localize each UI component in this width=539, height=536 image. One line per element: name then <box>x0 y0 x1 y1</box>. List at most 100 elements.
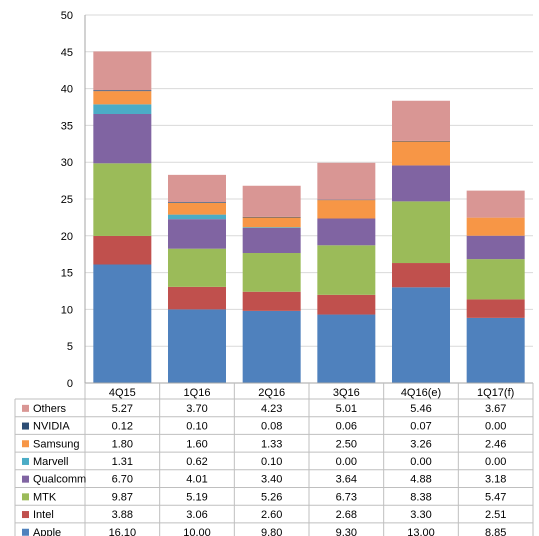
x-tick-label: 4Q16(e) <box>401 387 441 399</box>
bars <box>93 51 525 383</box>
table-value: 3.18 <box>485 474 506 486</box>
legend-label: Marvell <box>33 456 68 468</box>
x-tick-label: 3Q16 <box>333 387 360 399</box>
table-value: 1.31 <box>112 456 133 468</box>
bar-segment-qualcomm <box>242 227 301 254</box>
table-value: 0.08 <box>261 421 282 433</box>
bar-segment-samsung <box>93 91 152 105</box>
y-tick-label: 35 <box>61 120 73 132</box>
table-value: 3.70 <box>186 403 207 415</box>
bar-segment-mtk <box>93 163 152 236</box>
y-tick-label: 10 <box>61 304 73 316</box>
x-tick-label: 2Q16 <box>258 387 285 399</box>
legend-swatch-intel <box>22 511 29 519</box>
table-value: 1.33 <box>261 438 282 450</box>
table-value: 0.00 <box>336 456 357 468</box>
table-value: 2.68 <box>336 509 357 521</box>
table-value: 16.10 <box>109 527 137 536</box>
bar-segment-nvidia <box>242 216 301 218</box>
bar-segment-intel <box>392 263 450 288</box>
bar-segment-nvidia <box>392 140 450 142</box>
legend-swatch-apple <box>22 528 29 536</box>
table-value: 9.30 <box>336 527 357 536</box>
legend-swatch-samsung <box>22 440 29 448</box>
legend-label: Intel <box>33 509 54 521</box>
bar-segment-apple <box>466 317 525 383</box>
table-value: 5.19 <box>186 491 207 503</box>
table-value: 0.06 <box>336 421 357 433</box>
bar-segment-apple <box>168 309 226 383</box>
legend-swatch-others <box>22 404 29 412</box>
table-value: 0.00 <box>485 456 506 468</box>
bar-segment-samsung <box>168 202 226 215</box>
legend-label: Samsung <box>33 438 79 450</box>
table-value: 0.62 <box>186 456 207 468</box>
bar-segment-nvidia <box>93 90 152 92</box>
table-value: 4.88 <box>410 474 431 486</box>
bar-segment-samsung <box>242 217 301 228</box>
table-value: 5.27 <box>112 403 133 415</box>
y-tick-label: 40 <box>61 84 73 96</box>
table-value: 2.60 <box>261 509 282 521</box>
table-value: 9.87 <box>112 491 133 503</box>
bar-segment-intel <box>466 299 525 318</box>
table-value: 8.38 <box>410 491 431 503</box>
bar-segment-qualcomm <box>466 235 525 260</box>
legend-swatch-qualcomm <box>22 475 29 483</box>
bar-segment-nvidia <box>168 202 226 203</box>
legend-label: Others <box>33 403 67 415</box>
table-value: 0.00 <box>410 456 431 468</box>
table-value: 0.10 <box>261 456 282 468</box>
legend-label: Qualcomm <box>33 474 86 486</box>
table-value: 4.23 <box>261 403 282 415</box>
table-value: 0.10 <box>186 421 207 433</box>
bar-segment-mtk <box>392 201 450 264</box>
table-value: 1.60 <box>186 438 207 450</box>
data-table: Others 5.27 3.70 4.23 5.01 5.46 3.67 NVIDIA 0.12… <box>14 383 534 536</box>
table-value: 2.46 <box>485 438 506 450</box>
table-value: 5.01 <box>336 403 357 415</box>
table-value: 5.47 <box>485 491 506 503</box>
table-value: 2.51 <box>485 509 506 521</box>
bar-segment-apple <box>242 310 301 383</box>
table-value: 6.73 <box>336 491 357 503</box>
bar-segment-others <box>93 51 152 91</box>
y-tick-label: 25 <box>61 194 73 206</box>
table-value: 2.50 <box>336 438 357 450</box>
table-value: 3.40 <box>261 474 282 486</box>
table-value: 8.85 <box>485 527 506 536</box>
bar-segment-mtk <box>168 248 226 287</box>
y-tick-label: 15 <box>61 268 73 280</box>
table-value: 3.26 <box>410 438 431 450</box>
legend-swatch-nvidia <box>22 422 29 430</box>
y-tick-label: 50 <box>61 10 73 22</box>
table-value: 0.00 <box>485 421 506 433</box>
x-tick-label: 1Q17(f) <box>477 387 514 399</box>
gridlines <box>85 14 533 347</box>
bar-segment-others <box>317 162 376 200</box>
table-value: 9.80 <box>261 527 282 536</box>
table-value: 0.12 <box>112 421 133 433</box>
table-value: 4.01 <box>186 474 207 486</box>
bar-segment-samsung <box>392 141 450 166</box>
bar-segment-mtk <box>466 259 525 300</box>
bar-segment-apple <box>392 287 450 383</box>
bar-segment-samsung <box>466 217 525 236</box>
legend-label: Apple <box>33 527 61 536</box>
table-value: 1.80 <box>112 438 133 450</box>
y-axis: 0 5 10 15 20 25 30 35 40 45 50 <box>61 10 86 390</box>
table-value: 5.46 <box>410 403 431 415</box>
bar-segment-intel <box>93 235 152 265</box>
bar-segment-marvell <box>93 104 152 114</box>
legend-label: MTK <box>33 491 57 503</box>
bar-segment-qualcomm <box>317 218 376 246</box>
y-tick-label: 0 <box>67 378 73 390</box>
legend-label: NVIDIA <box>33 421 70 433</box>
bar-segment-others <box>466 190 525 218</box>
bar-segment-intel <box>317 294 376 315</box>
bar-segment-apple <box>317 314 376 383</box>
y-tick-label: 45 <box>61 47 73 59</box>
bar-segment-others <box>242 185 301 217</box>
bar-segment-qualcomm <box>392 165 450 202</box>
